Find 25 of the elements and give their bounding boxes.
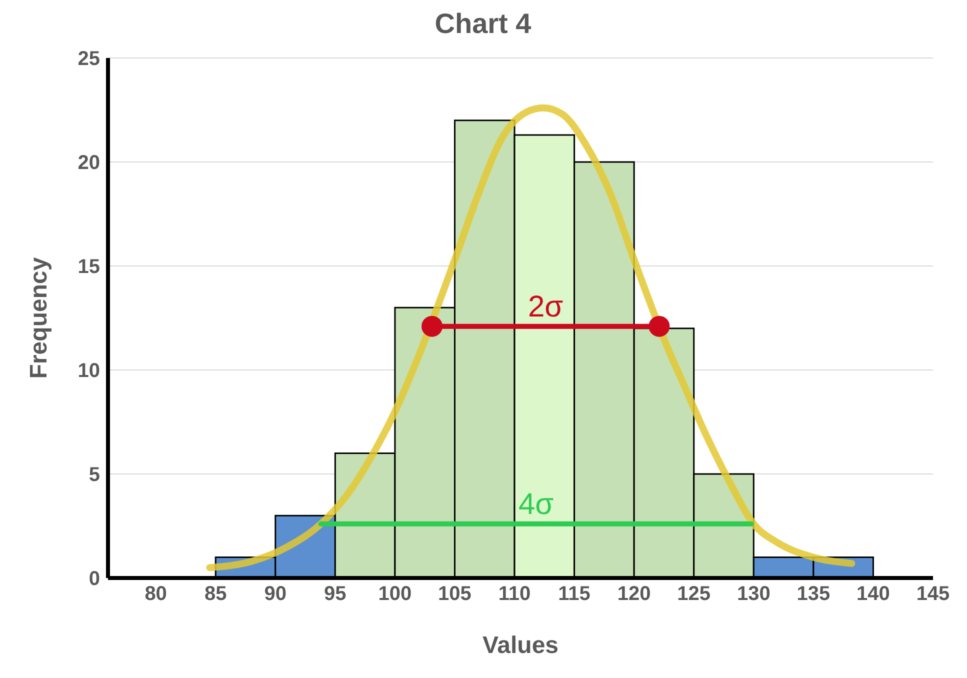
y-axis-title: Frequency (26, 256, 53, 379)
y-tick-label: 25 (78, 48, 100, 70)
x-tick-label: 95 (324, 583, 346, 606)
x-tick-label: 125 (677, 583, 711, 606)
x-tick-label: 120 (617, 583, 651, 606)
y-tick-label: 0 (88, 568, 100, 590)
x-tick-label: 90 (264, 583, 287, 606)
series-label: 2σ (528, 290, 564, 324)
x-tick-label: 140 (856, 583, 890, 606)
y-tick-label: 10 (78, 360, 100, 382)
x-tick-label: 130 (736, 583, 770, 606)
x-axis-title: Values (482, 632, 559, 659)
x-tick-label: 85 (204, 583, 227, 606)
x-tick-label: 105 (438, 583, 472, 606)
x-tick-label: 100 (378, 583, 412, 606)
x-tick-label: 110 (498, 583, 531, 606)
y-tick-label: 15 (78, 256, 100, 278)
x-tick-label: 145 (916, 583, 950, 606)
chart-title: Chart 4 (434, 8, 532, 41)
y-tick-label: 5 (88, 464, 100, 486)
x-tick-label: 115 (558, 583, 590, 606)
y-tick-label: 20 (78, 152, 100, 174)
x-tick-label: 80 (144, 583, 167, 606)
series-label: 4σ (518, 488, 554, 521)
x-tick-label: 135 (796, 583, 830, 606)
